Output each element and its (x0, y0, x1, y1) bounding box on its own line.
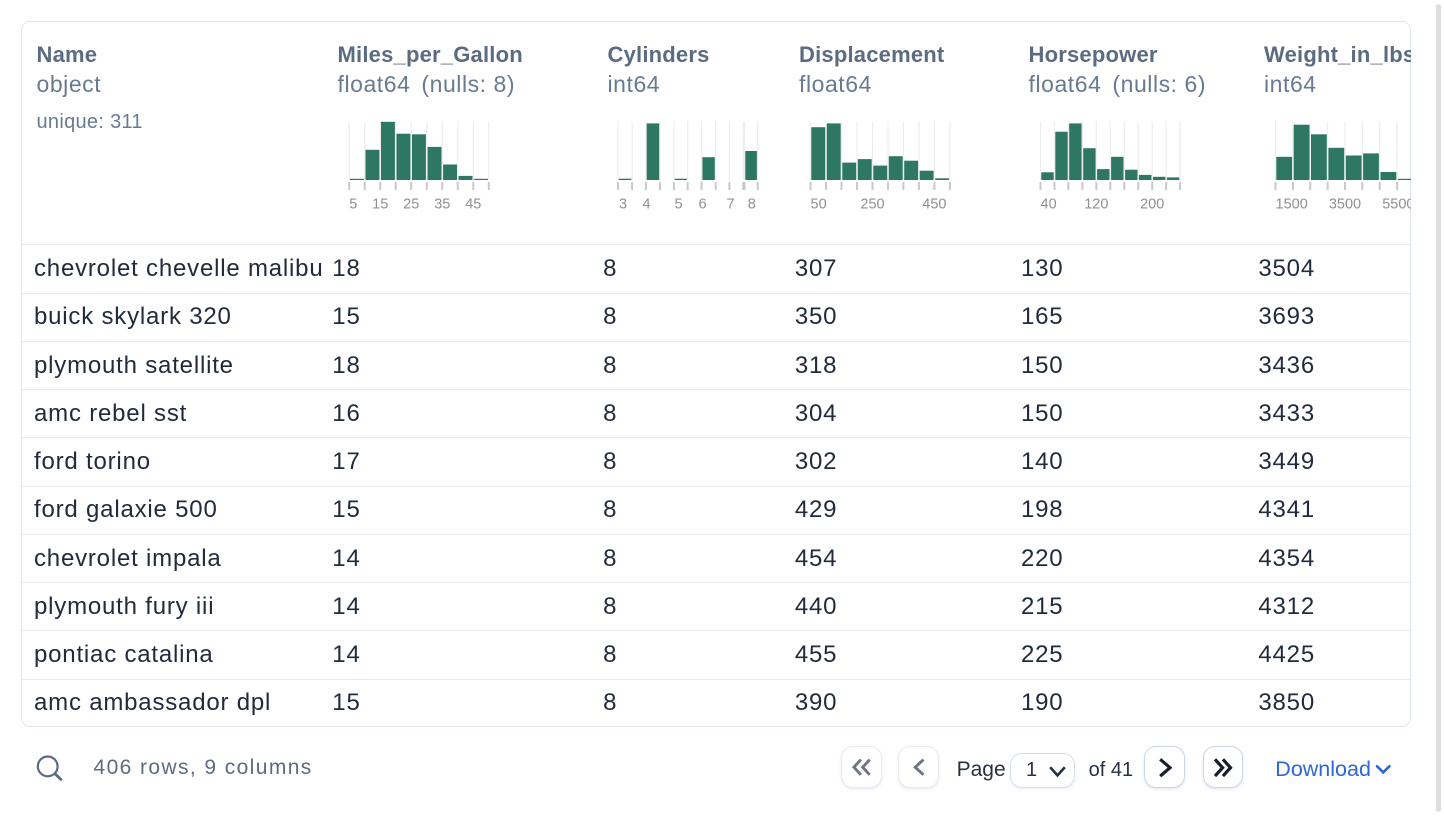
svg-text:250: 250 (860, 196, 884, 212)
svg-text:450: 450 (922, 196, 946, 212)
svg-text:35: 35 (434, 196, 450, 212)
svg-text:25: 25 (403, 196, 419, 212)
svg-text:5: 5 (349, 196, 357, 212)
svg-text:3500: 3500 (1328, 196, 1360, 212)
svg-text:4: 4 (642, 196, 650, 212)
svg-text:6: 6 (698, 196, 706, 212)
svg-text:3: 3 (618, 196, 626, 212)
svg-text:40: 40 (1040, 196, 1056, 212)
svg-text:5: 5 (674, 196, 682, 212)
svg-text:15: 15 (372, 196, 388, 212)
svg-text:8: 8 (747, 196, 755, 212)
svg-text:7: 7 (726, 196, 734, 212)
svg-text:200: 200 (1140, 196, 1164, 212)
svg-text:5500: 5500 (1382, 196, 1411, 212)
svg-text:1500: 1500 (1275, 196, 1307, 212)
svg-text:50: 50 (810, 196, 826, 212)
svg-text:45: 45 (465, 196, 481, 212)
svg-text:120: 120 (1084, 196, 1108, 212)
